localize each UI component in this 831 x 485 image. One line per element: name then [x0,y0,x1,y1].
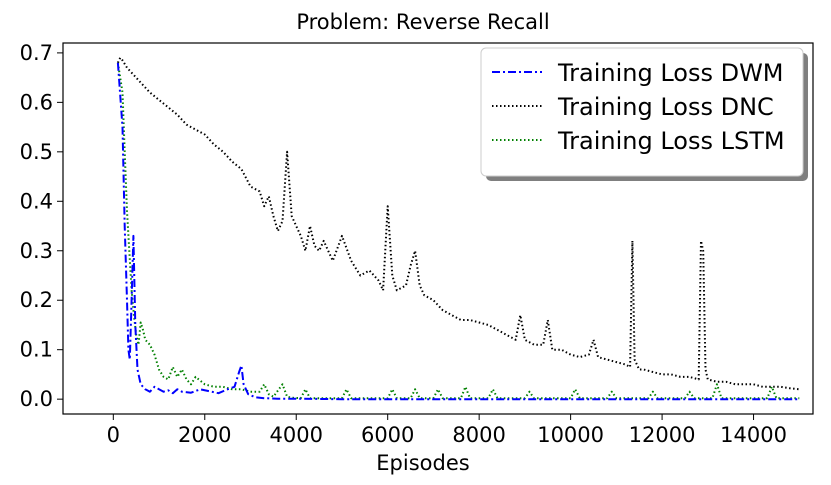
chart-title: Problem: Reverse Recall [296,10,549,34]
x-tick-label: 0 [107,423,120,447]
x-axis-label: Episodes [376,451,469,475]
x-tick-label: 8000 [452,423,505,447]
legend-label-dnc: Training Loss DNC [557,93,774,121]
x-tick-label: 12000 [629,423,696,447]
y-tick-label: 0.3 [20,239,53,263]
legend-label-lstm: Training Loss LSTM [557,127,785,155]
legend: Training Loss DWM Training Loss DNC Trai… [480,47,808,181]
series-layer [116,56,800,401]
y-tick-label: 0.5 [20,140,53,164]
x-axis: 0 2000 4000 6000 8000 10000 12000 14000 [107,414,787,447]
x-tick-label: 14000 [720,423,787,447]
y-tick-label: 0.0 [20,387,53,411]
y-tick-label: 0.4 [20,189,53,213]
y-tick-label: 0.7 [20,41,53,65]
legend-label-dwm: Training Loss DWM [557,59,784,87]
x-tick-label: 10000 [537,423,604,447]
y-tick-label: 0.2 [20,288,53,312]
y-tick-label: 0.1 [20,338,53,362]
y-axis: 0.0 0.1 0.2 0.3 0.4 0.5 0.6 0.7 [20,41,63,411]
plot-frame [62,42,814,415]
x-tick-label: 2000 [178,423,231,447]
legend-box [480,47,804,177]
x-tick-label: 6000 [361,423,414,447]
y-tick-label: 0.6 [20,90,53,114]
x-tick-label: 4000 [270,423,323,447]
series-line-dwm [116,62,800,401]
